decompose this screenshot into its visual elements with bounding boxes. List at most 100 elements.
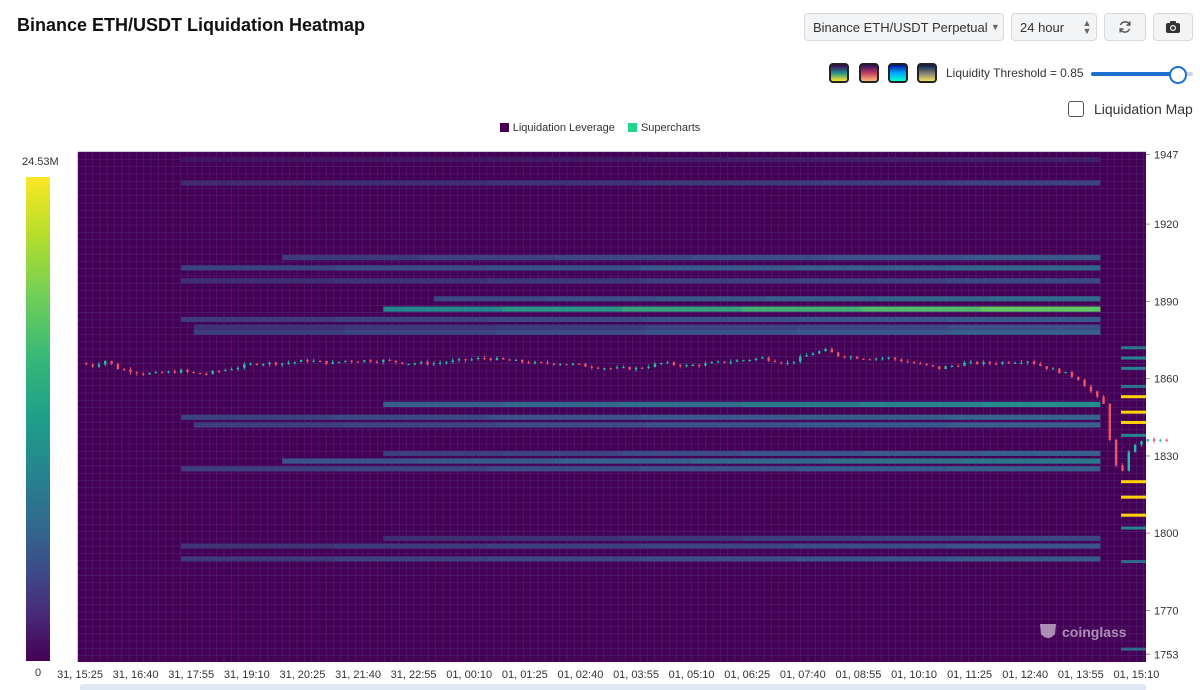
candle-body — [912, 362, 916, 364]
screenshot-button[interactable] — [1153, 13, 1193, 41]
palette-cividis-button[interactable] — [917, 63, 937, 83]
candle-body — [723, 361, 726, 363]
liquidity-band — [741, 450, 862, 456]
candle-body — [1051, 368, 1055, 370]
x-tick-label: 01, 07:40 — [780, 669, 826, 681]
liquidity-band — [980, 306, 1101, 312]
liquidity-band — [383, 401, 504, 408]
liquidity-band — [640, 157, 795, 163]
x-tick-label: 01, 05:10 — [669, 669, 715, 681]
liquidation-map-checkbox[interactable] — [1068, 101, 1084, 117]
candle-body — [697, 364, 701, 367]
liquidity-band — [948, 422, 1101, 428]
liquidity-band — [793, 556, 948, 562]
palette-viridis-button[interactable] — [829, 63, 849, 83]
range-select-label: 24 hour — [1020, 19, 1065, 35]
liquidity-band — [181, 414, 335, 420]
liquidation-marker — [1121, 410, 1146, 414]
liquidity-band — [946, 543, 1101, 549]
liquidity-band — [797, 329, 950, 335]
liquidity-band — [963, 255, 1101, 261]
candle-body — [495, 357, 499, 361]
candle-body — [773, 360, 777, 363]
candle-body — [401, 362, 404, 364]
threshold-slider-handle[interactable] — [1168, 66, 1187, 84]
candle-body — [457, 359, 461, 361]
pair-select[interactable]: Binance ETH/USDT Perpetual ▼ — [804, 13, 1004, 41]
legend-label: Supercharts — [640, 122, 701, 134]
liquidity-band — [383, 306, 504, 312]
y-tick-label: 1800 — [1154, 528, 1178, 540]
candle-body — [413, 363, 417, 365]
candle-body — [1108, 403, 1112, 440]
candle-body — [900, 359, 903, 362]
candle-body — [799, 356, 802, 362]
x-tick-label: 31, 22:55 — [391, 669, 437, 681]
liquidity-band — [980, 401, 1101, 408]
candle-body — [508, 359, 511, 361]
candle-body — [527, 362, 530, 364]
liquidation-marker — [1121, 647, 1146, 651]
candle-body — [818, 351, 821, 354]
candle-body — [280, 363, 284, 365]
liquidation-marker — [1121, 433, 1146, 437]
palette-blue-button[interactable] — [888, 63, 908, 83]
liquidity-band — [334, 556, 488, 562]
candle-body — [590, 366, 593, 368]
candle-body — [944, 366, 947, 370]
liquidity-band — [861, 306, 982, 312]
candle-body — [293, 362, 297, 364]
liquidity-band — [181, 278, 335, 284]
candle-body — [685, 365, 688, 367]
candle-body — [1039, 364, 1042, 367]
liquidation-marker — [1121, 366, 1146, 370]
x-tick-label: 01, 01:25 — [502, 669, 548, 681]
candle-body — [767, 357, 770, 361]
threshold-slider-fill — [1091, 72, 1178, 76]
legend-item-liquidation-leverage[interactable]: Liquidation Leverage — [499, 122, 615, 134]
candle-body — [874, 358, 878, 360]
liquidity-band — [766, 296, 879, 302]
candle-body — [552, 363, 556, 365]
candle-body — [691, 364, 695, 367]
candle-body — [577, 363, 581, 365]
candle-body — [729, 361, 732, 363]
liquidation-marker — [1121, 356, 1146, 360]
candle-body — [716, 361, 720, 363]
candle-body — [957, 365, 960, 367]
candle-body — [217, 370, 221, 373]
candle-body — [388, 359, 391, 362]
candle-body — [211, 370, 214, 374]
candle-body — [224, 369, 227, 372]
candle-body — [249, 363, 252, 365]
candle-body — [1013, 362, 1017, 364]
candle-body — [1032, 361, 1036, 365]
liquidity-band — [334, 157, 488, 163]
candle-body — [432, 363, 436, 365]
candle-body — [318, 360, 322, 362]
time-navigator[interactable] — [80, 684, 1146, 690]
legend-item-supercharts[interactable]: Supercharts — [627, 122, 701, 134]
candle-body — [950, 365, 954, 367]
candle-body — [148, 372, 151, 375]
candle-body — [426, 361, 429, 365]
candle-body — [476, 357, 480, 360]
liquidity-band — [334, 414, 488, 420]
liquidity-band — [418, 458, 556, 464]
candle-body — [445, 362, 448, 364]
candle-body — [104, 360, 107, 365]
liquidity-band — [946, 556, 1101, 562]
x-tick-label: 01, 13:55 — [1058, 669, 1104, 681]
candle-body — [363, 360, 366, 362]
palette-magma-button[interactable] — [859, 63, 879, 83]
candle-body — [1152, 439, 1156, 442]
candle-body — [868, 359, 871, 361]
refresh-button[interactable] — [1104, 13, 1146, 41]
liquidity-band — [344, 422, 497, 428]
candle-body — [609, 368, 612, 370]
candle-body — [306, 360, 309, 362]
range-select[interactable]: 24 hour ▲ ▼ — [1011, 13, 1097, 41]
liquidity-band — [282, 458, 419, 464]
liquidity-band — [487, 316, 642, 323]
colorbar — [26, 177, 50, 661]
